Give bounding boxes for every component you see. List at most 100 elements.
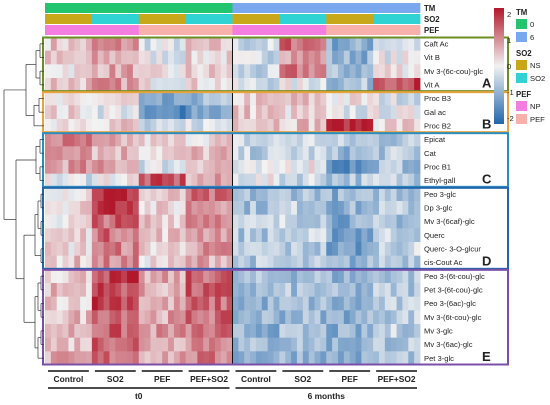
heatmap-cell	[332, 351, 339, 366]
heatmap-cell	[302, 201, 310, 216]
heatmap-cell	[244, 337, 251, 352]
heatmap-cell	[378, 269, 386, 284]
heatmap-cell	[232, 324, 239, 339]
heatmap-cell	[296, 324, 304, 339]
heatmap-cell	[132, 269, 140, 284]
heatmap-cell	[185, 214, 192, 229]
annotation-cell-so2	[127, 14, 134, 24]
heatmap-cell	[91, 132, 99, 147]
heatmap-cell	[156, 228, 163, 243]
heatmap-cell	[127, 105, 134, 120]
heatmap-cell	[349, 310, 356, 325]
heatmap-cell	[402, 269, 409, 284]
heatmap-cell	[97, 324, 104, 339]
heatmap-cell	[378, 283, 386, 298]
heatmap-cell	[320, 37, 327, 52]
annotation-track-label: SO2	[424, 15, 440, 24]
heatmap-cell	[185, 160, 192, 175]
annotation-cell-so2	[45, 14, 52, 24]
heatmap-cell	[109, 119, 116, 134]
heatmap-cell	[191, 160, 198, 175]
heatmap-cell	[349, 337, 356, 352]
heatmap-cell	[115, 146, 122, 161]
heatmap-cell	[121, 50, 128, 65]
heatmap-cell	[250, 37, 257, 52]
heatmap-cell	[121, 255, 128, 270]
heatmap-cell	[220, 119, 228, 134]
heatmap-cell	[343, 146, 351, 161]
heatmap-cell	[378, 37, 386, 52]
heatmap-cell	[396, 310, 403, 325]
heatmap-cell	[50, 351, 58, 366]
heatmap-cell	[86, 91, 93, 106]
heatmap-cell	[373, 64, 380, 79]
heatmap-cell	[203, 228, 210, 243]
heatmap-cell	[97, 296, 104, 311]
heatmap-cell	[103, 255, 110, 270]
heatmap-cell	[150, 160, 157, 175]
annotation-cell-pef	[279, 25, 286, 35]
heatmap-cell	[326, 119, 333, 134]
heatmap-cell	[156, 337, 163, 352]
heatmap-cell	[267, 324, 274, 339]
heatmap-cell	[355, 310, 362, 325]
heatmap-cell	[337, 201, 345, 216]
heatmap-cell	[97, 78, 104, 93]
annotation-cell-tm	[185, 3, 192, 13]
annotation-cell-pef	[56, 25, 63, 35]
heatmap-cell	[291, 146, 298, 161]
heatmap-cell	[367, 324, 374, 339]
heatmap-cell	[361, 160, 368, 175]
heatmap-cell	[150, 105, 157, 120]
heatmap-cell	[273, 119, 280, 134]
heatmap-cell	[56, 255, 63, 270]
heatmap-cell	[255, 50, 263, 65]
heatmap-cell	[103, 214, 110, 229]
heatmap-cell	[285, 242, 292, 257]
heatmap-cell	[173, 283, 181, 298]
heatmap-cell	[255, 160, 263, 175]
heatmap-cell	[402, 242, 409, 257]
heatmap-cell	[337, 214, 345, 229]
heatmap-cell	[214, 351, 222, 366]
heatmap-cell	[337, 146, 345, 161]
heatmap-cell	[349, 351, 356, 366]
heatmap-cell	[50, 105, 58, 120]
heatmap-cell	[337, 242, 345, 257]
annotation-cell-so2	[408, 14, 415, 24]
heatmap-cell	[396, 337, 403, 352]
heatmap-cell	[50, 173, 58, 188]
heatmap-cell	[408, 64, 415, 79]
annotation-cell-so2	[285, 14, 292, 24]
heatmap-cell	[115, 351, 122, 366]
heatmap-cell	[132, 64, 140, 79]
heatmap-cell	[320, 214, 327, 229]
heatmap-cell	[378, 242, 386, 257]
heatmap-cell	[80, 255, 87, 270]
heatmap-cell	[343, 228, 351, 243]
heatmap-cell	[373, 214, 380, 229]
heatmap-cell	[109, 269, 116, 284]
annotation-cell-tm	[279, 3, 286, 13]
heatmap-cell	[226, 310, 233, 325]
heatmap-cell	[150, 296, 157, 311]
heatmap-cell	[132, 105, 140, 120]
heatmap-cell	[238, 296, 245, 311]
heatmap-cell	[121, 146, 128, 161]
heatmap-cell	[144, 228, 151, 243]
heatmap-cell	[261, 201, 269, 216]
heatmap-cell	[68, 173, 75, 188]
heatmap-cell	[326, 201, 333, 216]
heatmap-cell	[62, 242, 69, 257]
heatmap-cell	[291, 255, 298, 270]
heatmap-cell	[396, 160, 403, 175]
heatmap-cell	[343, 64, 351, 79]
annotation-cell-pef	[361, 25, 368, 35]
heatmap-cell	[144, 310, 151, 325]
heatmap-cell	[226, 91, 233, 106]
heatmap-cell	[314, 119, 321, 134]
heatmap-cell	[156, 310, 163, 325]
heatmap-cell	[97, 91, 104, 106]
heatmap-cell	[226, 296, 233, 311]
heatmap-cell	[373, 91, 380, 106]
